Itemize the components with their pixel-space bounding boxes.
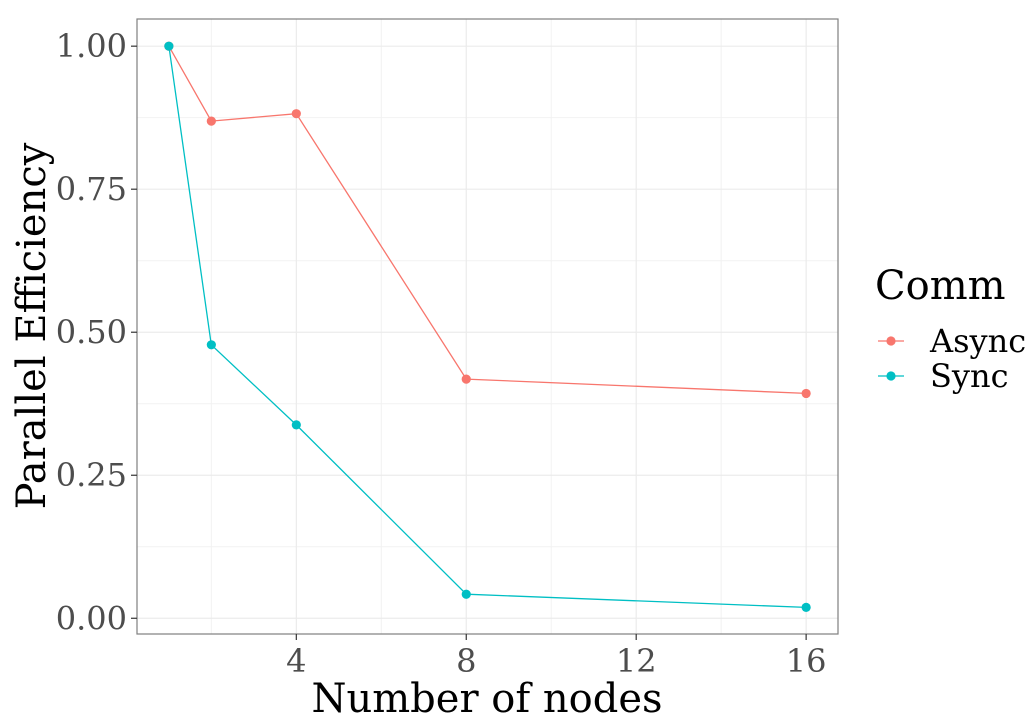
legend-key-point-sync xyxy=(886,371,896,381)
major-gridlines xyxy=(137,19,838,634)
y-tick-label: 0.25 xyxy=(56,456,127,494)
y-axis: 0.00 0.25 0.50 0.75 1.00 xyxy=(56,27,137,637)
legend-title: Comm xyxy=(875,263,1006,309)
data-point-sync xyxy=(461,589,471,599)
data-point-async xyxy=(291,109,301,119)
x-axis: 4 8 12 16 xyxy=(286,634,826,680)
y-tick-label: 0.00 xyxy=(56,599,127,637)
x-tick-label: 12 xyxy=(616,642,657,680)
plot-panel xyxy=(137,19,838,634)
series-points xyxy=(164,41,811,612)
x-tick-label: 4 xyxy=(286,642,306,680)
data-point-sync xyxy=(801,602,811,612)
y-tick-label: 0.50 xyxy=(56,313,127,351)
data-point-sync xyxy=(206,340,216,350)
data-point-sync xyxy=(291,420,301,430)
y-tick-label: 1.00 xyxy=(56,27,127,65)
data-point-async xyxy=(461,374,471,384)
data-point-async xyxy=(801,388,811,399)
x-tick-label: 16 xyxy=(786,642,827,680)
x-tick-label: 8 xyxy=(456,642,476,680)
minor-gridlines xyxy=(137,19,838,634)
data-point-sync xyxy=(164,41,174,51)
plot-border xyxy=(136,18,839,635)
legend-label-async: Async xyxy=(929,322,1026,360)
legend-label-sync: Sync xyxy=(930,357,1009,395)
legend-key-point-async xyxy=(886,336,896,346)
x-axis-label: Number of nodes xyxy=(311,676,662,722)
data-point-async xyxy=(206,116,216,126)
y-axis-label: Parallel Efficiency xyxy=(9,142,55,509)
y-tick-label: 0.75 xyxy=(56,170,127,208)
